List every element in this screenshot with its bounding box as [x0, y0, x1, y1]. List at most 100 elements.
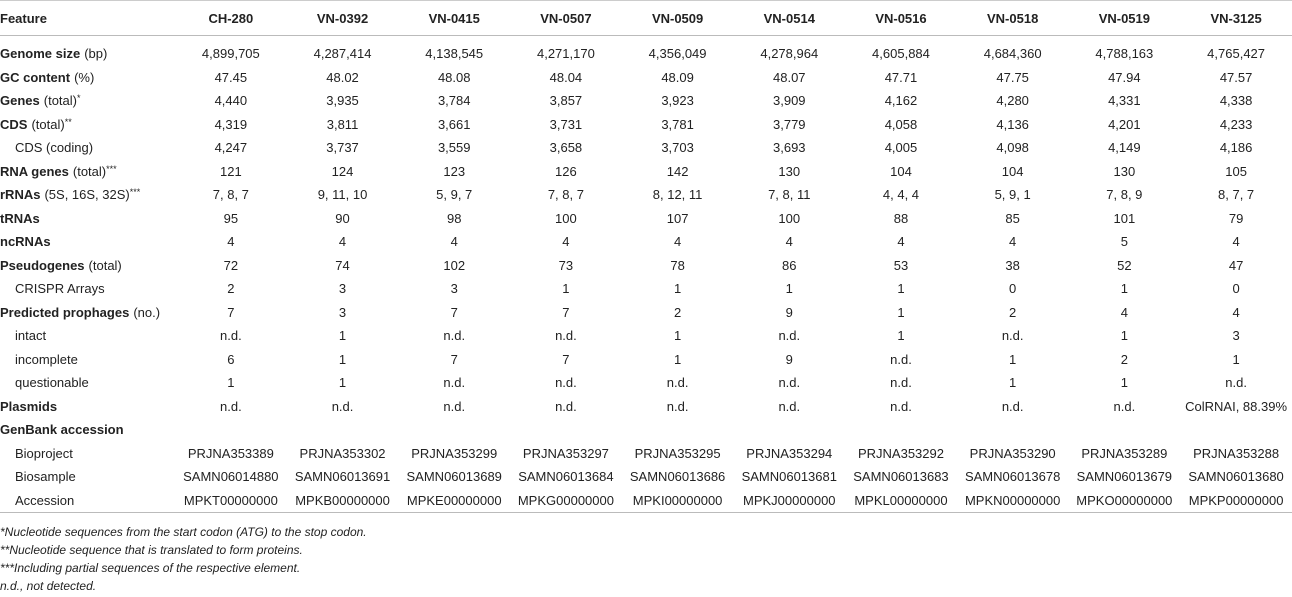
label-plain: CRISPR Arrays	[15, 281, 105, 297]
cell: 4,331	[1108, 93, 1141, 109]
cell: 9, 11, 10	[317, 187, 368, 203]
cell: n.d.	[778, 398, 801, 414]
cell: 98	[446, 210, 462, 226]
cell: 1	[673, 328, 682, 344]
label-plain: Biosample	[15, 469, 76, 485]
cell: 0	[1009, 281, 1017, 297]
cell: 47	[1228, 257, 1244, 273]
cell: n.d.	[220, 398, 242, 414]
row-label: questionable	[0, 371, 175, 395]
cell: 5	[1120, 234, 1128, 250]
cell: 90	[335, 210, 350, 226]
cell: 4	[1009, 234, 1017, 250]
cell: 2	[673, 304, 682, 320]
label-plain: Accession	[15, 492, 75, 508]
cell: 1	[673, 351, 682, 367]
cell: 3	[338, 304, 347, 320]
cell: PRJNA353302	[299, 445, 386, 461]
row-label: Biosample	[0, 465, 175, 489]
row-label: rRNAs (5S, 16S, 32S)***	[0, 183, 175, 207]
cell: 7	[450, 351, 458, 367]
cell: MPKJ00000000	[733, 488, 846, 513]
label-plain: (total)	[88, 257, 122, 273]
label-bold: Genes	[0, 93, 40, 109]
cell: ColRNAI, 88.39%	[1185, 398, 1288, 414]
cell: 3,935	[326, 93, 359, 109]
cell: 95	[223, 210, 239, 226]
cell: 4	[338, 234, 347, 250]
strain-header: VN-0507	[510, 0, 622, 36]
empty-cell	[845, 418, 957, 442]
cell: 121	[219, 163, 242, 179]
cell: 3	[1232, 328, 1240, 344]
cell: 4,136	[996, 116, 1029, 132]
cell: MPKB00000000	[286, 488, 399, 513]
cell: SAMN06013686	[629, 469, 726, 485]
cell: 85	[1005, 210, 1020, 226]
cell: 7	[562, 304, 570, 320]
cell: 4,138,545	[425, 46, 484, 62]
footnote: *Nucleotide sequences from the start cod…	[0, 525, 367, 539]
table-body: Genome size (bp) 4,899,705 4,287,414 4,138,5…	[0, 36, 1292, 513]
cell: SAMN06013680	[1188, 469, 1284, 485]
cell: 3,737	[326, 140, 359, 156]
cell: 104	[1001, 163, 1024, 179]
label-plain: incomplete	[15, 351, 78, 367]
cell: n.d.	[555, 398, 577, 414]
cell: 79	[1228, 210, 1244, 226]
cell: 3,661	[437, 116, 471, 132]
row-label: RNA genes (total)***	[0, 160, 175, 184]
footnote: ***Including partial sequences of the re…	[0, 561, 301, 575]
row-label: Predicted prophages (no.)	[0, 301, 175, 325]
cell: 4,765,427	[1207, 46, 1266, 62]
cell: 4,899,705	[201, 46, 260, 62]
table-row: Bioproject PRJNA353389 PRJNA353302 PRJNA353…	[0, 442, 1292, 466]
cell: 1	[227, 375, 235, 391]
label-bold: Predicted prophages	[0, 304, 130, 320]
cell: 4,287,414	[313, 46, 372, 62]
cell: 8, 12, 11	[652, 187, 703, 203]
cell: 53	[893, 257, 909, 273]
feature-header: Feature	[0, 0, 175, 36]
cell: 0	[1232, 281, 1240, 297]
cell: 2	[227, 281, 235, 297]
cell: 4	[227, 234, 235, 250]
table-row: incomplete 6 1 7 7 1 9 n.d. 1 2 1	[0, 348, 1292, 372]
cell: 1	[897, 281, 905, 297]
table-row: CRISPR Arrays 2 3 3 1 1 1 1 0 1 0	[0, 277, 1292, 301]
cell: n.d.	[666, 398, 689, 414]
cell: 4,186	[1219, 140, 1253, 156]
cell: PRJNA353290	[969, 445, 1056, 461]
table-row: ncRNAs 4 4 4 4 4 4 4 4 5 4	[0, 230, 1292, 254]
cell: n.d.	[890, 375, 912, 391]
cell: PRJNA353297	[522, 445, 609, 461]
strain-header: VN-0516	[845, 0, 957, 36]
empty-cell	[398, 418, 510, 442]
cell: 1	[338, 375, 347, 391]
cell: n.d.	[1225, 375, 1247, 391]
strain-header: VN-0514	[733, 0, 846, 36]
cell: 8, 7, 7	[1218, 187, 1255, 203]
table-row: Genes (total)* 4,440 3,935 3,784 3,857 3,923 3,…	[0, 89, 1292, 113]
cell: 130	[1113, 163, 1136, 179]
empty-cell	[1069, 418, 1181, 442]
cell: 4,005	[884, 140, 918, 156]
cell: 3,779	[773, 116, 806, 132]
strain-header: CH-280	[175, 0, 287, 36]
cell: 4,162	[884, 93, 918, 109]
cell: 105	[1225, 163, 1247, 179]
cell: 124	[331, 163, 354, 179]
cell: 5, 9, 7	[436, 187, 473, 203]
cell: 1	[673, 281, 682, 297]
cell: 1	[897, 328, 905, 344]
cell: 3,693	[773, 140, 806, 156]
cell: SAMN06013689	[406, 469, 502, 485]
cell: 7	[450, 304, 458, 320]
cell: 4	[1232, 304, 1240, 320]
cell: 4,233	[1219, 116, 1253, 132]
cell: n.d.	[220, 328, 242, 344]
cell: 4,201	[1108, 116, 1141, 132]
empty-cell	[287, 418, 399, 442]
cell: 3,784	[437, 93, 471, 109]
cell: 3,909	[773, 93, 806, 109]
